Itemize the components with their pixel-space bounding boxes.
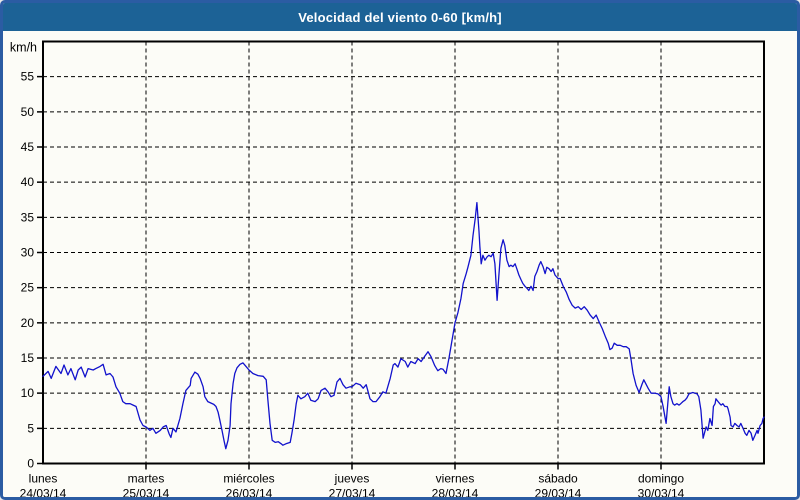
day-name-label: miércoles bbox=[223, 472, 274, 486]
day-date-label: 24/03/14 bbox=[20, 487, 67, 500]
y-tick-label: 50 bbox=[21, 105, 35, 119]
y-tick-label: 40 bbox=[21, 175, 35, 189]
y-tick-label: 20 bbox=[21, 316, 35, 330]
window-title: Velocidad del viento 0-60 [km/h] bbox=[298, 9, 502, 25]
y-tick-label: 25 bbox=[21, 281, 35, 295]
day-name-label: martes bbox=[128, 472, 165, 486]
chart-area: 0 5 10 15 20 25 30 35 40 45 50 55 km/h lunes 24/03/14 m… bbox=[3, 31, 797, 497]
y-tick-label: 5 bbox=[27, 421, 34, 435]
day-name-label: sábado bbox=[538, 472, 578, 486]
wind-speed-line bbox=[42, 201, 765, 450]
y-tick-label: 55 bbox=[21, 70, 35, 84]
y-tick-label: 35 bbox=[21, 210, 35, 224]
day-date-label: 26/03/14 bbox=[226, 487, 273, 500]
day-date-label: 27/03/14 bbox=[329, 487, 376, 500]
day-date-label: 30/03/14 bbox=[638, 487, 685, 500]
y-tick-label: 45 bbox=[21, 140, 35, 154]
window-titlebar: Velocidad del viento 0-60 [km/h] bbox=[3, 3, 797, 31]
day-name-label: lunes bbox=[29, 472, 58, 486]
day-name-label: jueves bbox=[334, 472, 370, 486]
day-date-label: 29/03/14 bbox=[535, 487, 582, 500]
y-tick-label: 10 bbox=[21, 386, 35, 400]
day-date-label: 28/03/14 bbox=[432, 487, 479, 500]
day-name-label: domingo bbox=[638, 472, 684, 486]
y-axis-unit-label: km/h bbox=[10, 41, 37, 55]
y-tick-label: 15 bbox=[21, 351, 35, 365]
day-date-label: 25/03/14 bbox=[123, 487, 170, 500]
day-name-label: viernes bbox=[436, 472, 475, 486]
y-tick-label: 30 bbox=[21, 246, 35, 260]
y-tick-label: 0 bbox=[27, 457, 34, 471]
